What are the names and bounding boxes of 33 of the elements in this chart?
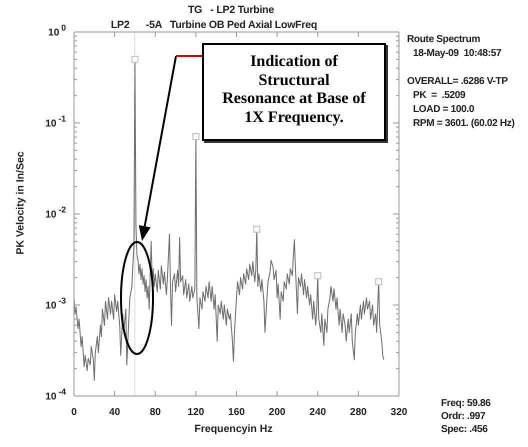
text: Freq: 59.86: [441, 397, 491, 410]
y-tick-label: 10$^{0}$: [48, 22, 66, 38]
text: PK = .5209: [413, 89, 466, 102]
y-tick-label: 10$^{-1}$: [45, 114, 66, 130]
y-axis-title: PK Velocity in In/Sec: [14, 151, 27, 255]
text: LOAD = 100.0: [413, 103, 474, 116]
text: Route Spectrum: [407, 33, 480, 46]
x-tick-label: 160: [228, 407, 246, 418]
point: [314, 272, 322, 280]
chart-subtitle: LP2 -5A Turbine OB Ped Axial LowFreq: [110, 19, 318, 31]
text: OVERALL= .6286 V-TP: [407, 75, 508, 88]
chart-title: TG - LP2 Turbine: [186, 3, 276, 17]
x-tick-label: 80: [150, 407, 162, 418]
x-axis-title: Frequencyin Hz: [194, 423, 273, 435]
x-tick-label: 240: [309, 407, 327, 418]
text: RPM = 3601. (60.02 Hz): [413, 117, 515, 130]
x-tick-label: 40: [109, 407, 121, 418]
y-tick-label: 10$^{-4}$: [45, 386, 66, 402]
x-tick-label: 200: [268, 407, 286, 418]
text: Spec: .456: [441, 423, 488, 436]
text: Ordr: .997: [441, 410, 486, 423]
x-tick-label: 320: [390, 407, 408, 418]
point: [192, 133, 200, 140]
point: [253, 226, 260, 233]
y-tick-label: 10$^{-3}$: [45, 296, 66, 312]
x-tick-label: 280: [350, 407, 368, 418]
x-tick-label: 120: [188, 407, 205, 418]
annotation: Indication of Structural Resonance at Base of 1X Frequency.: [202, 43, 386, 141]
y-tick-label: 10$^{-2}$: [45, 204, 66, 220]
text: 18-May-09 10:48:57: [413, 47, 502, 60]
x-tick-label: 0: [71, 407, 78, 418]
point: [375, 278, 382, 286]
point: [131, 56, 138, 63]
